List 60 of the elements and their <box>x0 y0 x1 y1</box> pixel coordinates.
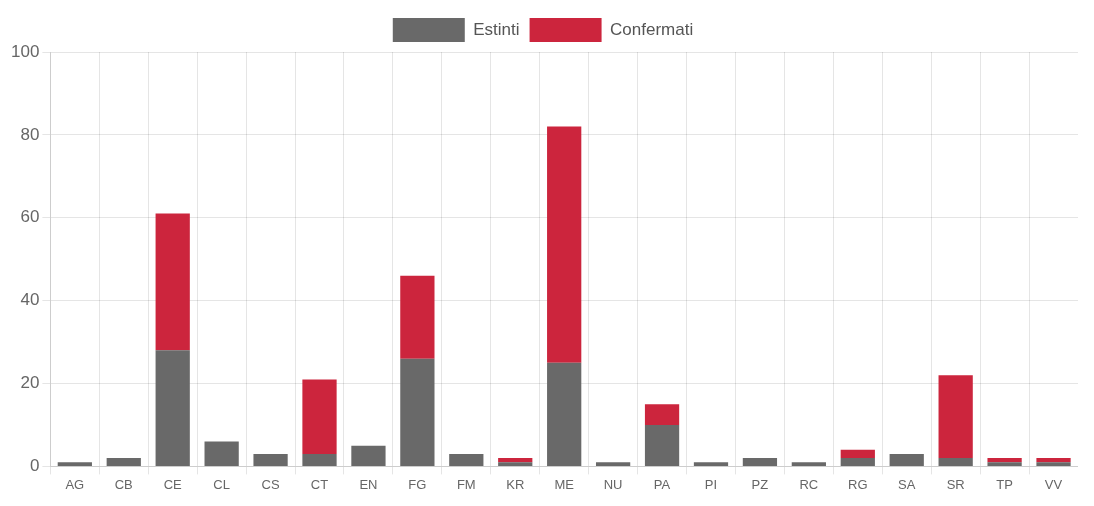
bar <box>742 458 778 466</box>
bar <box>1036 458 1071 463</box>
x-tick-label: FG <box>408 476 427 492</box>
y-tick-label: 60 <box>20 207 40 227</box>
x-tick-label: EN <box>359 476 378 492</box>
bar <box>840 458 875 466</box>
x-tick-label: CT <box>310 476 329 492</box>
bar <box>302 379 337 454</box>
x-tick-label: TP <box>996 476 1013 492</box>
bar <box>498 462 533 466</box>
bar <box>644 404 680 425</box>
bar <box>644 424 680 466</box>
bar <box>889 453 924 466</box>
bar <box>400 275 435 359</box>
x-tick-label: PI <box>704 476 718 492</box>
bar <box>498 458 533 463</box>
bar <box>302 453 337 466</box>
bar <box>987 458 1022 463</box>
y-tick-label: 20 <box>20 373 40 393</box>
bar <box>791 462 826 466</box>
bar <box>155 213 190 351</box>
bar <box>547 126 582 363</box>
bar <box>595 462 631 466</box>
bar <box>938 458 973 466</box>
x-tick-label: ME <box>554 476 575 492</box>
x-tick-label: CE <box>163 476 183 492</box>
bar <box>693 462 729 466</box>
y-tick-label: 0 <box>29 456 40 476</box>
x-tick-label: FM <box>456 476 476 492</box>
legend-label: Confermati <box>610 19 694 39</box>
bar <box>57 462 92 466</box>
x-tick-label: KR <box>506 476 525 492</box>
legend-label: Estinti <box>473 19 520 39</box>
bar <box>106 458 141 466</box>
bar <box>938 375 973 459</box>
x-tick-label: SA <box>898 476 916 492</box>
x-tick-label: RG <box>848 476 868 492</box>
x-tick-label: RC <box>799 476 819 492</box>
x-tick-label: CS <box>261 476 280 492</box>
x-tick-label: PA <box>653 476 671 492</box>
bar <box>987 462 1022 466</box>
bar <box>840 449 875 459</box>
x-tick-label: AG <box>65 476 85 492</box>
y-tick-label: 40 <box>20 290 40 310</box>
x-tick-label: CL <box>213 476 230 492</box>
bar <box>253 453 288 466</box>
bar <box>449 453 484 466</box>
bar <box>351 445 386 466</box>
bar <box>1036 462 1071 466</box>
bar <box>400 358 435 466</box>
x-tick-label: VV <box>1044 476 1063 492</box>
bar <box>155 350 190 466</box>
x-tick-label: PZ <box>751 476 769 492</box>
y-tick-label: 80 <box>20 124 40 144</box>
bar <box>204 441 239 466</box>
x-tick-label: CB <box>114 476 133 492</box>
x-tick-label: NU <box>603 476 623 492</box>
x-tick-label: SR <box>946 476 965 492</box>
y-tick-label: 100 <box>10 41 40 61</box>
bar <box>547 362 582 466</box>
